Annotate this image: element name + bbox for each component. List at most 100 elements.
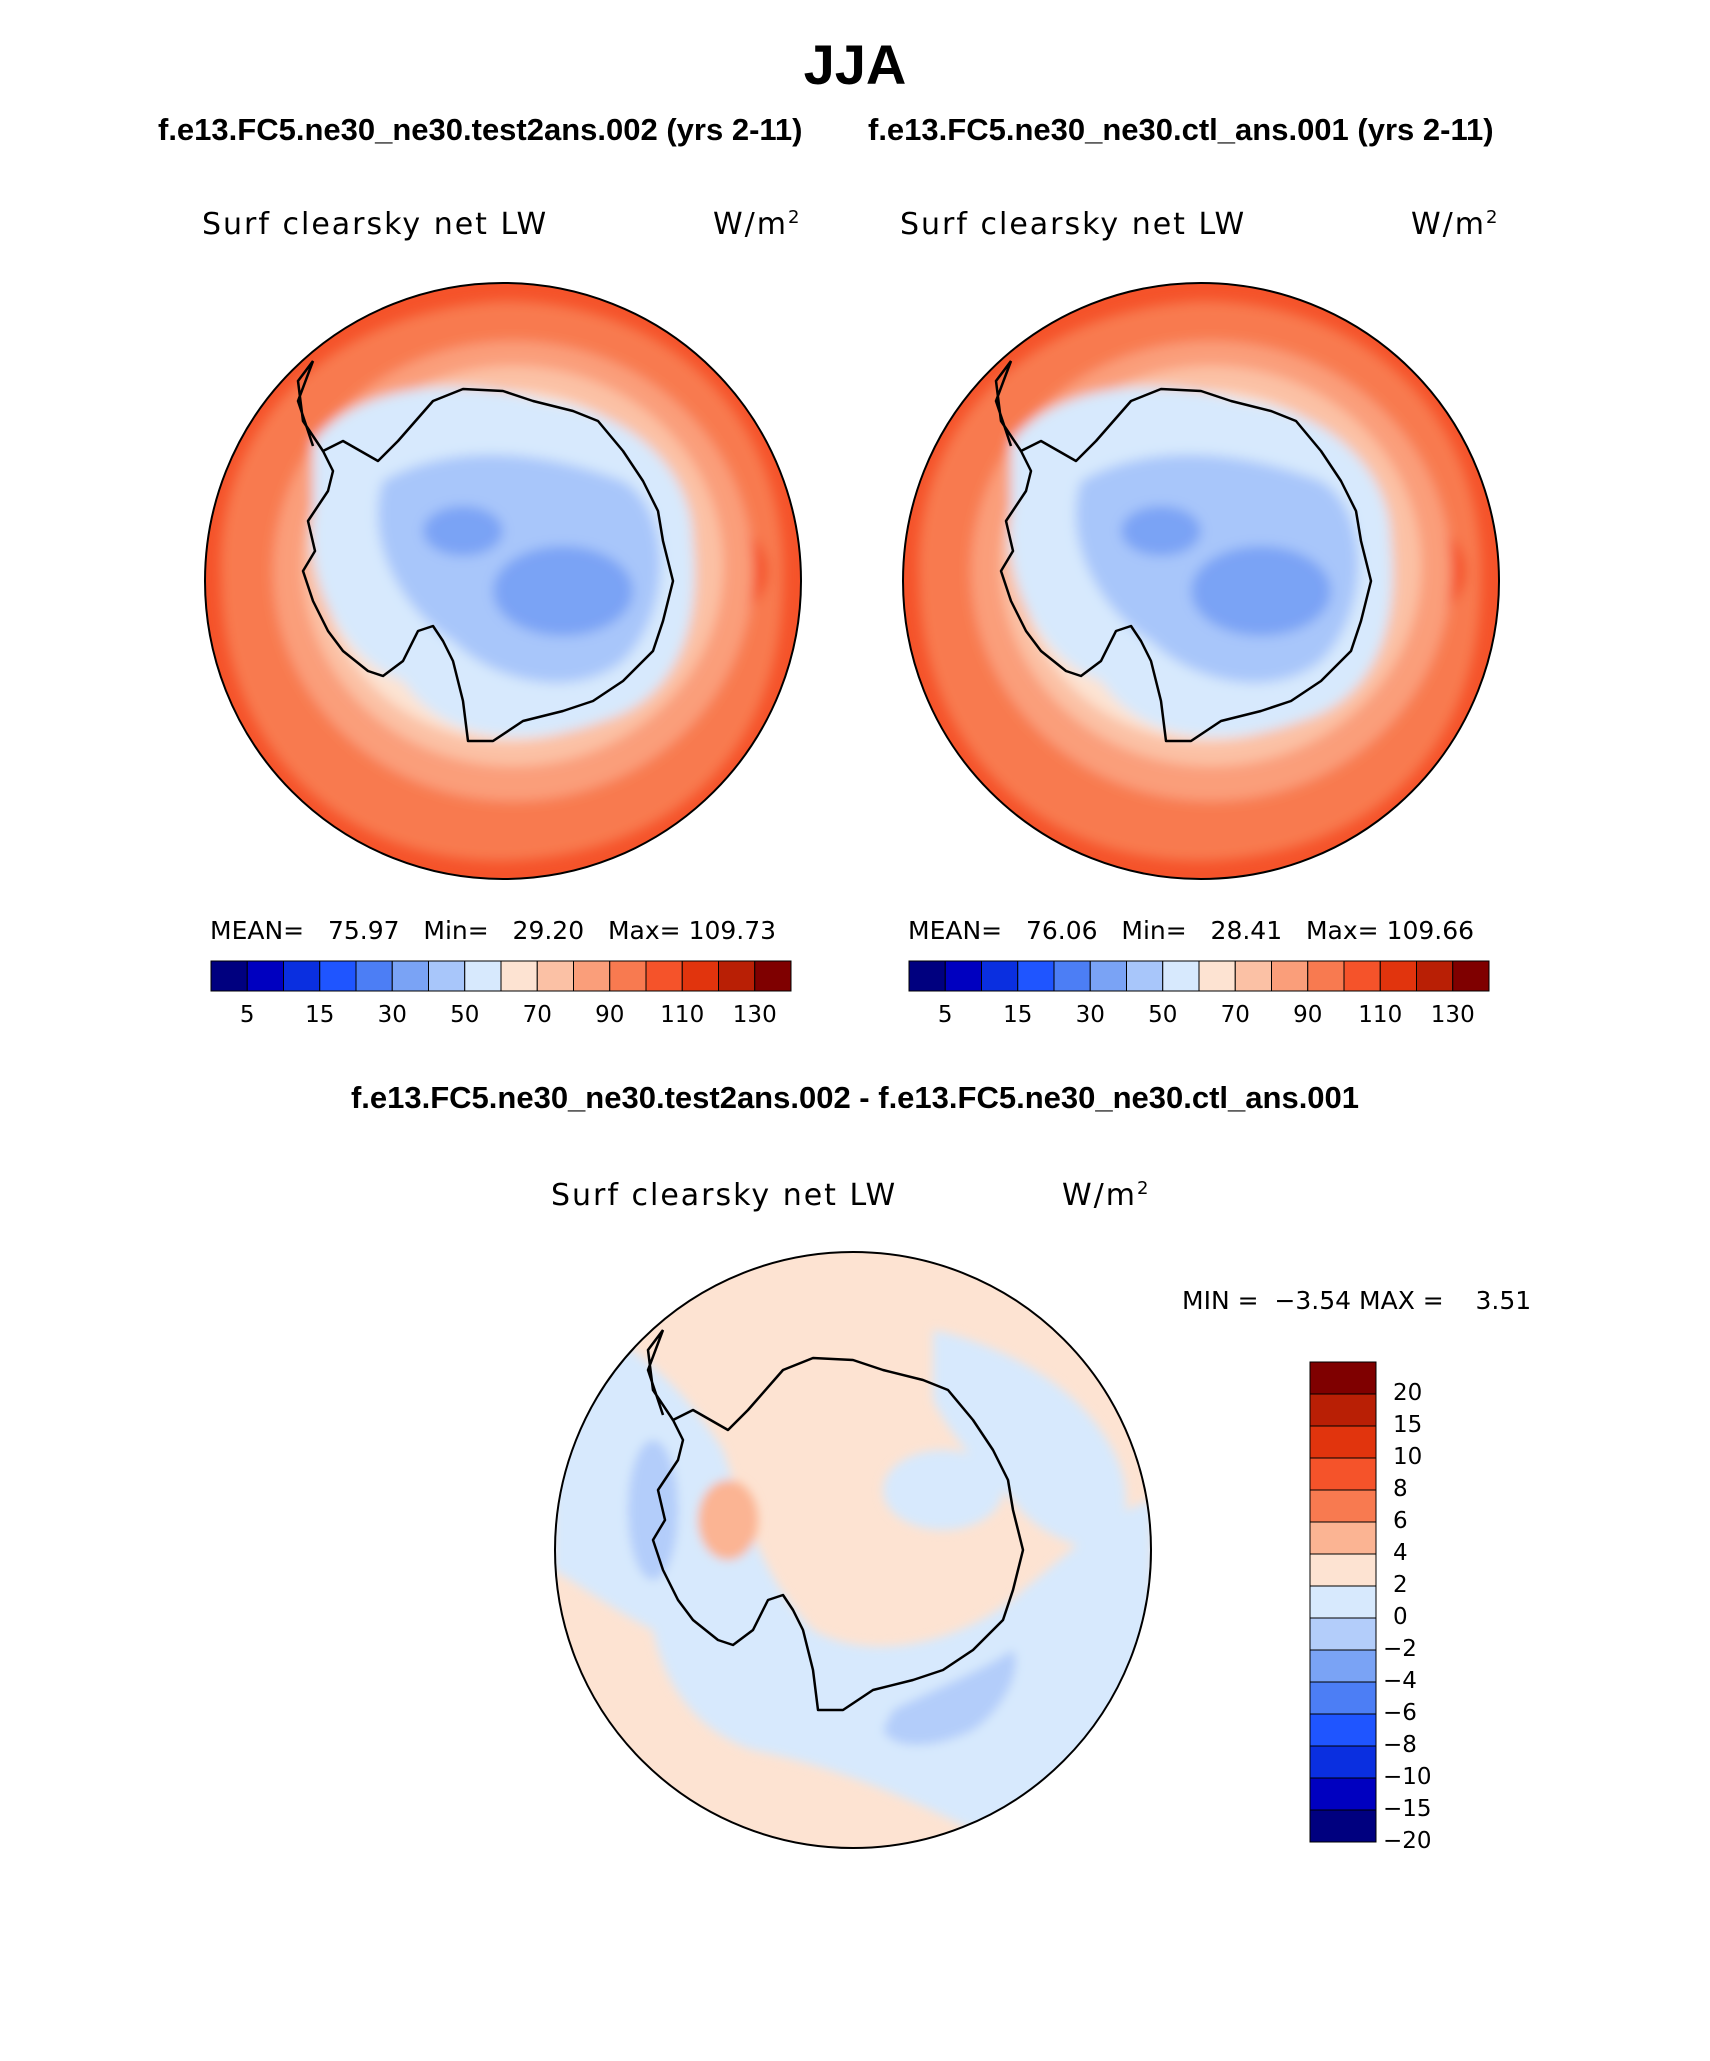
- colorbar-box: [464, 960, 502, 992]
- colorbar-box: [1343, 960, 1381, 992]
- panel2-stats: MEAN= 76.06 Min= 28.41 Max= 109.66: [908, 916, 1475, 945]
- colorbar-tick-label: 15: [1003, 1002, 1033, 1028]
- colorbar-box: [1309, 1361, 1377, 1395]
- colorbar-tick-label: 70: [1220, 1002, 1250, 1028]
- colorbar-box: [1162, 960, 1200, 992]
- panel1-stats: MEAN= 75.97 Min= 29.20 Max= 109.73: [210, 916, 777, 945]
- colorbar-tick-label: 30: [377, 1002, 407, 1028]
- colorbar-tick-label: 110: [1358, 1002, 1403, 1028]
- panel1-colorbar: [210, 960, 792, 992]
- colorbar-box: [319, 960, 357, 992]
- colorbar-tick-label: −4: [1383, 1668, 1417, 1694]
- colorbar-tick-label: 5: [937, 1002, 953, 1028]
- colorbar-box: [1309, 1617, 1377, 1651]
- coastline: [651, 1356, 1025, 1712]
- colorbar-box: [1126, 960, 1164, 992]
- colorbar-tick-label: 20: [1393, 1380, 1423, 1406]
- colorbar-tick-label: −2: [1383, 1636, 1417, 1662]
- colorbar-box: [1271, 960, 1309, 992]
- colorbar-box: [1309, 1809, 1377, 1843]
- colorbar-box: [1309, 1553, 1377, 1587]
- colorbar-tick-label: −15: [1383, 1796, 1432, 1822]
- colorbar-tick-label: 50: [450, 1002, 480, 1028]
- panel1-map: [204, 282, 802, 880]
- colorbar-tick-label: 70: [522, 1002, 552, 1028]
- colorbar-box: [246, 960, 284, 992]
- diff-title: f.e13.FC5.ne30_ne30.test2ans.002 - f.e13…: [350, 1080, 1360, 1115]
- colorbar-tick-label: 130: [732, 1002, 777, 1028]
- colorbar-tick-label: 50: [1148, 1002, 1178, 1028]
- coastline: [999, 387, 1373, 743]
- colorbar-tick-label: 15: [1393, 1412, 1423, 1438]
- map-border: [204, 282, 802, 880]
- colorbar-tick-label: 30: [1075, 1002, 1105, 1028]
- panel3-variable: Surf clearsky net LW: [551, 1178, 898, 1213]
- colorbar-box: [1309, 1489, 1377, 1523]
- colorbar-tick-label: 5: [239, 1002, 255, 1028]
- colorbar-box: [1309, 1745, 1377, 1779]
- colorbar-box: [355, 960, 393, 992]
- colorbar-tick-label: 90: [595, 1002, 625, 1028]
- colorbar-box: [1309, 1777, 1377, 1811]
- case2-title: f.e13.FC5.ne30_ne30.ctl_ans.001 (yrs 2-1…: [868, 112, 1494, 147]
- band-neg4-sw: [628, 1440, 678, 1580]
- colorbar-tick-label: −20: [1383, 1828, 1432, 1854]
- colorbar-box: [1452, 960, 1490, 992]
- colorbar-tick-label: 15: [305, 1002, 335, 1028]
- coastline: [301, 387, 675, 743]
- band-5: [493, 546, 633, 636]
- colorbar-box: [609, 960, 647, 992]
- colorbar-box: [1053, 960, 1091, 992]
- band-2-4: [698, 1480, 758, 1560]
- main-title: JJA: [803, 33, 907, 96]
- band-neg2-center: [883, 1450, 1003, 1530]
- band-5: [1191, 546, 1331, 636]
- colorbar-box: [718, 960, 756, 992]
- colorbar-box: [1017, 960, 1055, 992]
- peninsula-coast: [994, 360, 1023, 452]
- colorbar-box: [283, 960, 321, 992]
- colorbar-tick-label: 110: [660, 1002, 705, 1028]
- colorbar-tick-label: 8: [1393, 1476, 1408, 1502]
- panel2-variable: Surf clearsky net LW: [900, 207, 1247, 242]
- colorbar-box: [391, 960, 429, 992]
- colorbar-box: [1198, 960, 1236, 992]
- band-neg2-0-west: [555, 1310, 1151, 1848]
- colorbar-box: [1379, 960, 1417, 992]
- case1-title: f.e13.FC5.ne30_ne30.test2ans.002 (yrs 2-…: [158, 112, 803, 147]
- map-border: [902, 282, 1500, 880]
- colorbar-box: [500, 960, 538, 992]
- colorbar-tick-label: 6: [1393, 1508, 1408, 1534]
- panel2-map: [902, 282, 1500, 880]
- band-5-west: [423, 506, 503, 556]
- colorbar-tick-label: 4: [1393, 1540, 1408, 1566]
- colorbar-box: [1309, 1425, 1377, 1459]
- colorbar-box: [944, 960, 982, 992]
- colorbar-box: [536, 960, 574, 992]
- panel2-units: W/m2: [1411, 207, 1500, 242]
- colorbar-box: [645, 960, 683, 992]
- map-border: [554, 1251, 1152, 1849]
- colorbar-box: [908, 960, 946, 992]
- colorbar-box: [1309, 1713, 1377, 1747]
- panel1-units: W/m2: [713, 207, 802, 242]
- colorbar-box: [754, 960, 792, 992]
- colorbar-tick-label: 90: [1293, 1002, 1323, 1028]
- panel2-colorbar: [908, 960, 1490, 992]
- colorbar-box: [981, 960, 1019, 992]
- colorbar-box: [1234, 960, 1272, 992]
- colorbar-box: [1307, 960, 1345, 992]
- colorbar-box: [1309, 1457, 1377, 1491]
- colorbar-box: [428, 960, 466, 992]
- colorbar-tick-label: 2: [1393, 1572, 1408, 1598]
- colorbar-tick-label: 130: [1430, 1002, 1475, 1028]
- colorbar-box: [1309, 1649, 1377, 1683]
- colorbar-tick-label: −10: [1383, 1764, 1432, 1790]
- peninsula-coast: [296, 360, 325, 452]
- colorbar-box: [681, 960, 719, 992]
- panel1-variable: Surf clearsky net LW: [202, 207, 549, 242]
- panel3-units: W/m2: [1062, 1178, 1151, 1213]
- colorbar-box: [1309, 1585, 1377, 1619]
- peninsula-coast: [646, 1329, 675, 1421]
- colorbar-box: [573, 960, 611, 992]
